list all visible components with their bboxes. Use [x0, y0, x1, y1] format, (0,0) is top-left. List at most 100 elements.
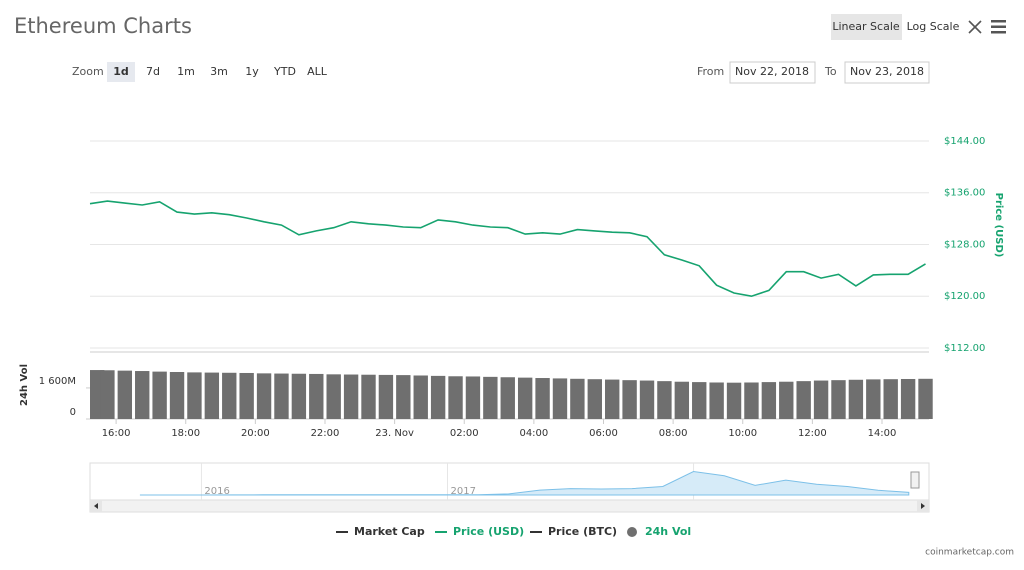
volume-bar	[674, 381, 690, 419]
y-tick-label: $144.00	[944, 136, 985, 147]
navigator-label: 2016	[204, 486, 229, 497]
volume-bar	[274, 373, 289, 419]
volume-bar	[500, 377, 515, 419]
volume-bar	[570, 378, 585, 419]
zoom-button[interactable]: 7d	[146, 65, 160, 78]
y-tick-label: $112.00	[944, 343, 985, 354]
volume-bar	[657, 381, 672, 419]
x-tick-label: 12:00	[798, 428, 827, 439]
legend-label[interactable]: 24h Vol	[645, 525, 691, 538]
from-label: From	[697, 65, 724, 78]
volume-bar	[100, 370, 115, 419]
scrollbar[interactable]	[89, 499, 930, 513]
price-line	[89, 200, 926, 298]
volume-bar	[396, 375, 411, 419]
volume-bar	[796, 381, 811, 419]
volume-bar	[187, 372, 202, 419]
scroll-left-arrow	[94, 503, 98, 509]
volume-bar	[135, 371, 150, 419]
credit: coinmarketcap.com	[925, 548, 1014, 558]
x-tick-label: 23. Nov	[375, 428, 414, 439]
to-label: To	[824, 65, 837, 78]
zoom-button[interactable]: YTD	[273, 65, 296, 78]
legend-label[interactable]: Price (USD)	[453, 525, 524, 538]
zoom-button[interactable]: ALL	[307, 65, 328, 78]
legend-symbol[interactable]	[627, 527, 637, 537]
volume-bar	[587, 379, 602, 419]
zoom-button[interactable]: 3m	[210, 65, 228, 78]
y-tick-label: $128.00	[944, 239, 985, 250]
volume-bar	[900, 378, 916, 419]
volume-bar	[883, 379, 898, 419]
zoom-button[interactable]: 1y	[245, 65, 259, 78]
volume-bar	[761, 382, 777, 419]
volume-bar	[448, 376, 463, 419]
volume-bar	[204, 372, 220, 419]
volume-bar	[291, 373, 307, 419]
volume-bar	[117, 370, 133, 419]
volume-tick-label: 0	[70, 407, 76, 418]
x-tick-label: 16:00	[102, 428, 131, 439]
volume-bar	[535, 378, 550, 419]
volume-bar	[779, 381, 794, 419]
volume-bar	[361, 374, 376, 419]
from-input[interactable]	[729, 61, 816, 84]
x-tick-label: 20:00	[241, 428, 270, 439]
zoom-button-active[interactable]	[107, 62, 135, 82]
to-date[interactable]: Nov 23, 2018	[850, 65, 924, 78]
volume-bar	[152, 371, 167, 419]
volume-bar	[222, 372, 237, 419]
to-input[interactable]	[844, 61, 930, 84]
x-tick-label: 04:00	[519, 428, 548, 439]
y-tick-label: $136.00	[944, 188, 985, 199]
volume-bar	[309, 373, 324, 419]
volume-bar	[639, 380, 655, 419]
volume-bar	[726, 382, 742, 419]
navigator-area	[139, 470, 910, 496]
x-tick-label: 02:00	[450, 428, 479, 439]
volume-axis-title: 24h Vol	[19, 364, 30, 406]
volume-tick-label: 1 600M	[39, 376, 76, 387]
volume-bar	[517, 377, 533, 419]
linear-scale-button[interactable]	[831, 14, 902, 40]
y-tick-label: $120.00	[944, 291, 985, 302]
volume-bar	[848, 379, 864, 419]
fullscreen-icon[interactable]	[968, 20, 982, 34]
volume-bar	[169, 372, 185, 419]
x-tick-label: 08:00	[659, 428, 688, 439]
volume-bar	[256, 373, 272, 419]
volume-bar	[622, 380, 637, 419]
volume-bar	[413, 375, 428, 419]
x-tick-label: 22:00	[311, 428, 340, 439]
zoom-button[interactable]: 1m	[177, 65, 195, 78]
legend-label[interactable]: Price (BTC)	[548, 525, 617, 538]
x-tick-label: 18:00	[171, 428, 200, 439]
volume-bar	[483, 376, 498, 419]
chart-title: Ethereum Charts	[14, 14, 192, 38]
volume-bar	[813, 380, 829, 419]
volume-bar	[744, 382, 759, 419]
from-date[interactable]: Nov 22, 2018	[735, 65, 809, 78]
volume-bar	[866, 379, 881, 419]
y-axis-title: Price (USD)	[993, 193, 1004, 258]
navigator-handle[interactable]	[910, 471, 920, 489]
x-tick-label: 14:00	[868, 428, 897, 439]
volume-bar	[605, 379, 620, 419]
volume-bar	[552, 378, 568, 419]
volume-bar	[465, 376, 481, 419]
volume-bar	[343, 374, 359, 419]
x-tick-label: 06:00	[589, 428, 618, 439]
legend-label[interactable]: Market Cap	[354, 525, 425, 538]
volume-bar	[430, 375, 446, 419]
linear-scale-label[interactable]: Linear Scale	[832, 20, 900, 33]
volume-bar	[709, 382, 724, 419]
volume-bar	[239, 372, 254, 419]
zoom-button[interactable]: 1d	[113, 65, 129, 78]
navigator-label: 2017	[450, 486, 475, 497]
log-scale-label[interactable]: Log Scale	[907, 20, 960, 33]
zoom-label: Zoom	[72, 65, 104, 78]
menu-icon[interactable]	[991, 20, 1006, 34]
volume-bar	[831, 380, 846, 419]
x-tick-label: 10:00	[728, 428, 757, 439]
